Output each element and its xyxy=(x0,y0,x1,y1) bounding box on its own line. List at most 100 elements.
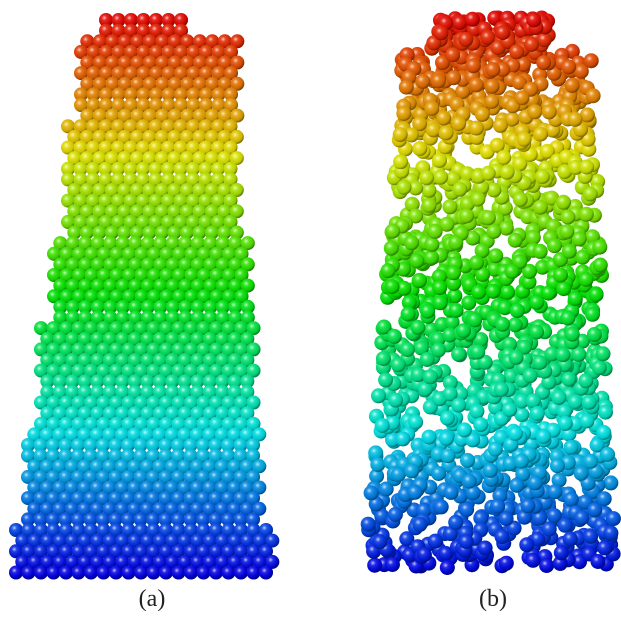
panel-a-particles xyxy=(9,13,279,580)
particle xyxy=(441,448,456,463)
particle xyxy=(431,466,446,481)
particle xyxy=(485,62,500,77)
particle xyxy=(533,127,548,142)
particle xyxy=(459,209,474,224)
particle xyxy=(444,485,459,500)
particle xyxy=(422,430,437,445)
particle xyxy=(422,183,437,198)
particle xyxy=(446,70,461,85)
particle xyxy=(466,58,481,73)
particle xyxy=(422,198,437,213)
particle xyxy=(568,394,583,409)
particle xyxy=(428,224,443,239)
particle xyxy=(530,406,545,421)
particle xyxy=(551,390,566,405)
particle xyxy=(502,402,517,417)
particle xyxy=(513,192,528,207)
particle xyxy=(401,307,416,322)
particle xyxy=(467,312,482,327)
particle xyxy=(495,317,510,332)
particle xyxy=(59,566,73,580)
particle xyxy=(556,195,571,210)
particle xyxy=(517,132,532,147)
particle xyxy=(526,393,541,408)
particle xyxy=(542,104,557,119)
particle xyxy=(404,463,419,478)
particle xyxy=(471,285,486,300)
particle xyxy=(553,268,568,283)
particle xyxy=(559,224,574,239)
particle xyxy=(529,295,544,310)
particle xyxy=(542,522,557,537)
particle xyxy=(159,566,173,580)
particle xyxy=(509,350,524,365)
particle xyxy=(470,192,485,207)
particle xyxy=(433,170,448,185)
particle xyxy=(372,534,387,549)
particle xyxy=(568,291,583,306)
particle xyxy=(385,557,400,572)
particle xyxy=(439,125,454,140)
particle xyxy=(456,323,471,338)
particle xyxy=(47,566,61,580)
particle xyxy=(388,507,403,522)
particle xyxy=(556,347,571,362)
particle xyxy=(583,454,598,469)
particle xyxy=(574,510,589,525)
particle xyxy=(533,200,548,215)
particle xyxy=(367,558,382,573)
particle xyxy=(451,398,466,413)
particle xyxy=(568,112,583,127)
particle xyxy=(412,141,427,156)
particle xyxy=(597,540,612,555)
particle xyxy=(526,13,541,28)
particle xyxy=(197,566,211,580)
particle xyxy=(536,429,551,444)
particle xyxy=(147,566,161,580)
particle xyxy=(378,372,393,387)
particle xyxy=(523,368,538,383)
particle xyxy=(364,485,379,500)
particle xyxy=(564,440,579,455)
particle xyxy=(419,170,434,185)
particle xyxy=(428,534,443,549)
particle xyxy=(583,187,598,202)
particle xyxy=(596,425,611,440)
particle xyxy=(582,395,597,410)
particle xyxy=(529,325,544,340)
particle xyxy=(560,311,575,326)
particle xyxy=(465,12,480,27)
particle xyxy=(541,286,556,301)
particle xyxy=(424,101,439,116)
particle xyxy=(399,80,414,95)
particle xyxy=(172,566,186,580)
particle xyxy=(426,122,441,137)
particle xyxy=(579,207,594,222)
particle xyxy=(97,566,111,580)
particle xyxy=(508,233,523,248)
particle xyxy=(397,180,412,195)
particle xyxy=(603,526,618,541)
particle xyxy=(424,237,439,252)
particle xyxy=(460,453,475,468)
particle xyxy=(521,498,536,513)
particle xyxy=(515,90,530,105)
particle xyxy=(469,404,484,419)
particle xyxy=(209,566,223,580)
particle xyxy=(579,414,594,429)
particle xyxy=(562,244,577,259)
particle xyxy=(547,238,562,253)
particle xyxy=(585,307,600,322)
particle xyxy=(560,210,575,225)
particle xyxy=(400,342,415,357)
particle xyxy=(495,529,510,544)
particle xyxy=(593,258,608,273)
particle xyxy=(22,566,36,580)
particle xyxy=(459,534,474,549)
particle xyxy=(396,106,411,121)
particle xyxy=(247,566,261,580)
particle xyxy=(481,166,496,181)
particle xyxy=(587,327,602,342)
particle xyxy=(412,273,427,288)
particle xyxy=(442,199,457,214)
